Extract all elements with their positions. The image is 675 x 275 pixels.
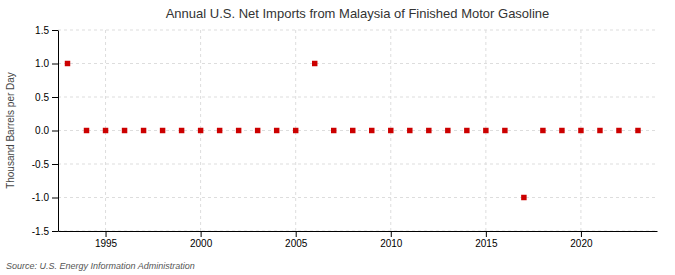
y-tick: 0.5 <box>35 92 58 103</box>
y-tick: 0.0 <box>35 125 58 136</box>
plot: 1995 2000 2005 2010 2015 2020 -1.5 -1.0 -0.5 0.0 0… <box>32 25 658 249</box>
point <box>426 128 431 133</box>
y-tick-label: -1.0 <box>32 192 50 203</box>
point <box>293 128 298 133</box>
point <box>65 61 70 66</box>
grid <box>58 30 657 231</box>
x-tick-label: 2000 <box>190 238 213 249</box>
grid-line-y <box>58 63 657 64</box>
y-axis-title: Thousand Barrels per Day <box>5 72 16 189</box>
point <box>388 128 393 133</box>
y-tick-mark <box>52 30 58 31</box>
point <box>502 128 507 133</box>
y-axis-line <box>58 31 59 232</box>
point <box>559 128 564 133</box>
point <box>616 128 621 133</box>
x-axis-line <box>59 231 658 232</box>
point <box>350 128 355 133</box>
y-tick-mark <box>52 64 58 65</box>
point <box>236 128 241 133</box>
x-tick: 1995 <box>95 231 118 249</box>
y-tick-label: -0.5 <box>32 159 50 170</box>
chart-svg: 1995 2000 2005 2010 2015 2020 -1.5 -1.0 -0.5 0.0 0… <box>0 0 675 275</box>
x-tick-mark <box>581 231 582 237</box>
grid-line-y <box>58 197 657 198</box>
x-tick: 2005 <box>285 231 308 249</box>
point <box>521 195 526 200</box>
x-tick-mark <box>296 231 297 237</box>
grid-line-y <box>58 30 657 31</box>
point <box>122 128 127 133</box>
point <box>635 128 640 133</box>
point <box>103 128 108 133</box>
point <box>331 128 336 133</box>
point <box>312 61 317 66</box>
y-tick: 1.5 <box>35 25 58 36</box>
y-tick-label: -1.5 <box>32 226 50 237</box>
y-tick-label: 0.0 <box>35 125 49 136</box>
point <box>217 128 222 133</box>
y-tick-label: 1.5 <box>35 25 49 36</box>
point <box>464 128 469 133</box>
y-tick-mark <box>52 131 58 132</box>
source-note: Source: U.S. Energy Information Administ… <box>6 261 195 271</box>
x-tick-label: 2005 <box>285 238 308 249</box>
x-tick-mark <box>201 231 202 237</box>
x-tick-label: 2020 <box>570 238 593 249</box>
y-tick-mark <box>52 164 58 165</box>
title: Annual U.S. Net Imports from Malaysia of… <box>166 6 550 21</box>
grid-line-y <box>58 231 657 232</box>
marks <box>65 61 641 200</box>
point <box>255 128 260 133</box>
y-axis: -1.5 -1.0 -0.5 0.0 0.5 1.0 1.5 <box>32 25 59 237</box>
grid-line-y <box>58 164 657 165</box>
x-tick: 2020 <box>570 231 593 249</box>
y-tick: -1.5 <box>32 226 58 237</box>
x-tick: 2010 <box>380 231 403 249</box>
point <box>179 128 184 133</box>
y-tick: -1.0 <box>32 192 58 203</box>
x-tick-label: 2010 <box>380 238 403 249</box>
chart-container: 1995 2000 2005 2010 2015 2020 -1.5 -1.0 -0.5 0.0 0… <box>0 0 675 275</box>
y-tick-mark <box>52 198 58 199</box>
y-tick-mark <box>52 231 58 232</box>
point <box>445 128 450 133</box>
grid-line-y <box>58 97 657 98</box>
x-axis: 1995 2000 2005 2010 2015 2020 <box>59 231 658 249</box>
grid-line-y <box>58 130 657 131</box>
point <box>84 128 89 133</box>
y-tick-label: 0.5 <box>35 92 49 103</box>
x-tick-label: 1995 <box>95 238 118 249</box>
y-tick-mark <box>52 97 58 98</box>
point <box>407 128 412 133</box>
x-tick: 2015 <box>475 231 498 249</box>
point <box>597 128 602 133</box>
y-tick: 1.0 <box>35 58 58 69</box>
point <box>369 128 374 133</box>
point <box>483 128 488 133</box>
point <box>540 128 545 133</box>
point <box>198 128 203 133</box>
point <box>141 128 146 133</box>
x-tick-label: 2015 <box>475 238 498 249</box>
point <box>160 128 165 133</box>
x-tick-mark <box>106 231 107 237</box>
x-tick: 2000 <box>190 231 213 249</box>
x-tick-mark <box>391 231 392 237</box>
y-tick-label: 1.0 <box>35 58 49 69</box>
y-tick: -0.5 <box>32 159 58 170</box>
point <box>578 128 583 133</box>
x-tick-mark <box>486 231 487 237</box>
point <box>274 128 279 133</box>
